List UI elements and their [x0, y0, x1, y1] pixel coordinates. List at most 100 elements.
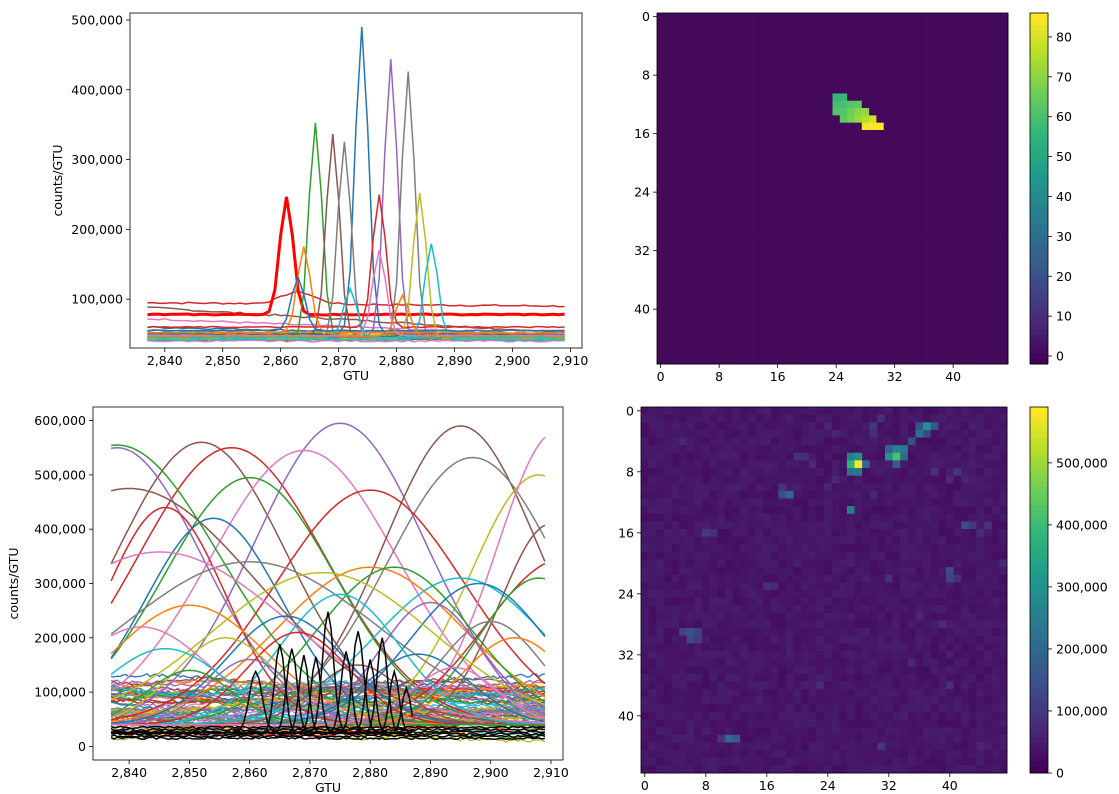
heatmap-cell — [993, 232, 1002, 241]
heatmap-cell — [968, 529, 977, 538]
heatmap-cell — [934, 290, 943, 299]
heatmap-cell — [730, 181, 738, 189]
heatmap-cell — [877, 643, 886, 652]
heatmap-cell — [892, 490, 901, 499]
heatmap-cell — [942, 342, 950, 350]
heatmap-cell — [825, 173, 833, 182]
heatmap-cell — [663, 689, 672, 698]
heatmap-cell — [671, 144, 680, 153]
heatmap-cell — [892, 658, 901, 667]
heatmap-cell — [968, 734, 977, 743]
heatmap-cell — [986, 64, 994, 72]
heatmap-cell — [900, 712, 909, 721]
heatmap-cell — [648, 544, 657, 553]
heatmap-cell — [641, 590, 650, 599]
heatmap-cell — [854, 173, 863, 182]
heatmap-cell — [991, 719, 1000, 728]
heatmap-cell — [752, 239, 760, 248]
heatmap-cell — [657, 195, 665, 204]
heatmap-cell — [877, 582, 886, 591]
heatmap-cell — [930, 673, 939, 682]
heatmap-cell — [869, 536, 878, 545]
heatmap-cell — [978, 247, 987, 255]
heatmap-cell — [915, 422, 924, 431]
heatmap-cell — [892, 628, 901, 637]
heatmap-cell — [984, 475, 993, 484]
heatmap-cell — [641, 407, 650, 416]
heatmap-cell — [824, 673, 833, 682]
heatmap-cell — [883, 173, 892, 182]
heatmap-cell — [709, 696, 718, 705]
colorbar-segment — [1030, 176, 1048, 184]
heatmap-cell — [657, 100, 665, 109]
heatmap-cell — [671, 151, 680, 160]
heatmap-cell — [854, 544, 863, 553]
colorbar-segment — [1030, 118, 1048, 125]
heatmap-cell — [885, 521, 894, 530]
heatmap-cell — [956, 93, 965, 102]
heatmap-cell — [876, 122, 885, 131]
x-tick-label: 2,880 — [352, 765, 388, 780]
heatmap-cell — [678, 42, 687, 50]
heatmap-cell — [854, 195, 863, 204]
heatmap-cell — [781, 210, 790, 219]
heatmap-cell — [949, 254, 958, 263]
heatmap-cell — [1000, 195, 1009, 204]
heatmap-cell — [808, 407, 817, 416]
heatmap-cell — [702, 643, 711, 652]
heatmap-cell — [693, 239, 702, 248]
heatmap-cell — [686, 232, 694, 241]
heatmap-cell — [808, 673, 817, 682]
heatmap-cell — [961, 765, 970, 774]
heatmap-cell — [862, 445, 871, 454]
heatmap-cell — [984, 429, 993, 438]
heatmap-cell — [648, 635, 657, 644]
heatmap-cell — [892, 651, 901, 660]
heatmap-cell — [923, 658, 932, 667]
heatmap-cell — [744, 349, 753, 358]
heatmap-cell — [993, 20, 1002, 29]
heatmap-cell — [678, 349, 687, 358]
heatmap-cell — [978, 320, 987, 328]
heatmap-cell — [978, 268, 987, 277]
heatmap-cell — [686, 414, 695, 423]
heatmap-cell — [993, 349, 1002, 358]
heatmap-cell — [663, 605, 672, 614]
heatmap-cell — [854, 567, 863, 576]
heatmap-cell — [984, 673, 993, 682]
heatmap-cell — [978, 283, 987, 292]
heatmap-cell — [898, 290, 907, 299]
heatmap-cell — [671, 320, 680, 328]
heatmap-cell — [825, 327, 833, 336]
heatmap-cell — [907, 468, 916, 477]
heatmap-cell — [708, 210, 716, 219]
heatmap-cell — [862, 590, 871, 599]
heatmap-cell — [708, 100, 716, 109]
heatmap-cell — [900, 475, 909, 484]
heatmap-cell — [656, 460, 665, 469]
heatmap-cell — [774, 42, 782, 50]
heatmap-cell — [770, 422, 779, 431]
heatmap-cell — [664, 290, 673, 299]
heatmap-cell — [991, 513, 1000, 522]
heatmap-cell — [693, 20, 702, 29]
heatmap-cell — [978, 276, 987, 284]
heatmap-cell — [978, 210, 987, 219]
heatmap-cell — [664, 20, 673, 29]
heatmap-cell — [942, 64, 950, 72]
heatmap-cell — [846, 483, 855, 492]
heatmap-cell — [657, 20, 665, 29]
heatmap-cell — [803, 217, 811, 226]
heatmap-cell — [923, 582, 932, 591]
colorbar-segment — [1030, 644, 1048, 652]
heatmap-cell — [808, 559, 817, 568]
heatmap-cell — [722, 217, 731, 226]
colorbar-segment — [1030, 293, 1048, 301]
heatmap-cell — [788, 188, 797, 197]
heatmap-cell — [801, 628, 810, 637]
heatmap-cell — [891, 334, 899, 343]
heatmap-cell — [927, 93, 936, 102]
heatmap-cell — [715, 173, 724, 182]
heatmap-cell — [770, 666, 779, 675]
heatmap-cell — [678, 203, 687, 211]
